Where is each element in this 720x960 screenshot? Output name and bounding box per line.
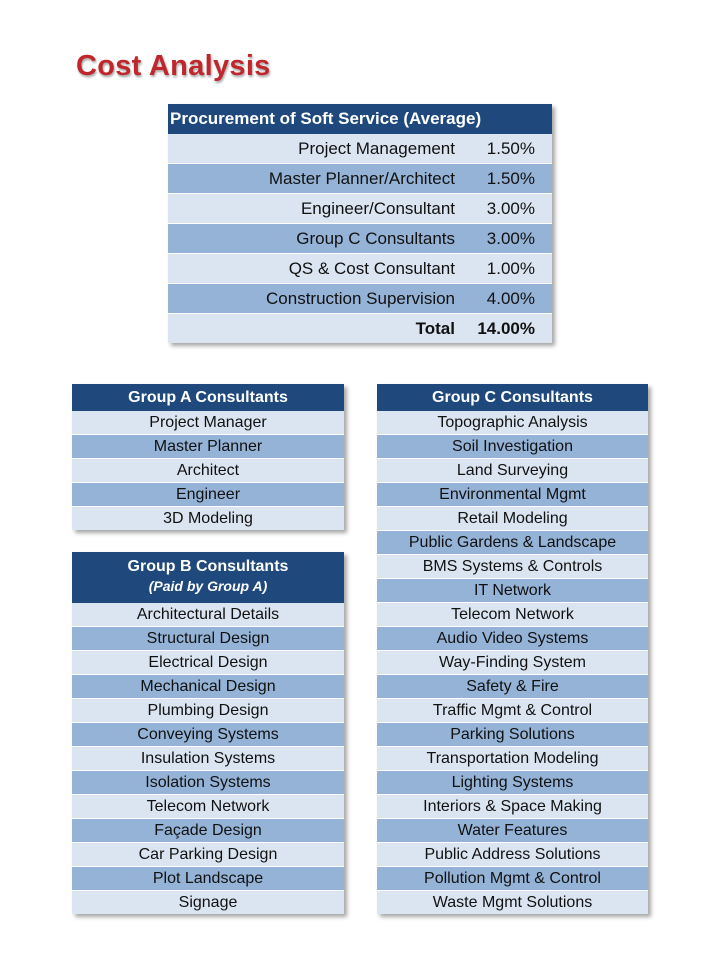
list-item: Architect <box>72 458 344 482</box>
list-item: Structural Design <box>72 626 344 650</box>
procurement-row: Project Management 1.50% <box>168 134 552 163</box>
list-item: Plot Landscape <box>72 866 344 890</box>
list-item: Architectural Details <box>72 603 344 626</box>
row-label: Master Planner/Architect <box>268 168 455 188</box>
procurement-row: Construction Supervision 4.00% <box>168 283 552 313</box>
list-item: BMS Systems & Controls <box>377 554 648 578</box>
list-item: Topographic Analysis <box>377 411 648 434</box>
group-b-title: Group B Consultants <box>127 558 289 575</box>
procurement-row: Engineer/Consultant 3.00% <box>168 193 552 223</box>
row-label: Group C Consultants <box>296 228 455 248</box>
row-label: Construction Supervision <box>266 288 455 308</box>
group-b-table: Group B Consultants (Paid by Group A) Ar… <box>72 552 344 914</box>
list-item: Public Gardens & Landscape <box>377 530 648 554</box>
list-item: Signage <box>72 890 344 914</box>
list-item: Car Parking Design <box>72 842 344 866</box>
group-b-subtitle: (Paid by Group A) <box>148 578 268 594</box>
row-value: 4.00% <box>486 288 535 308</box>
list-item: Master Planner <box>72 434 344 458</box>
list-item: Soil Investigation <box>377 434 648 458</box>
list-item: Retail Modeling <box>377 506 648 530</box>
list-item: Mechanical Design <box>72 674 344 698</box>
procurement-total-row: Total 14.00% <box>168 313 552 343</box>
group-a-table: Group A Consultants Project Manager Maste… <box>72 384 344 530</box>
list-item: Waste Mgmt Solutions <box>377 890 648 914</box>
page-title: Cost Analysis <box>76 50 271 82</box>
procurement-row: QS & Cost Consultant 1.00% <box>168 253 552 283</box>
procurement-row: Group C Consultants 3.00% <box>168 223 552 253</box>
list-item: Telecom Network <box>72 794 344 818</box>
list-item: Electrical Design <box>72 650 344 674</box>
list-item: Project Manager <box>72 411 344 434</box>
list-item: Lighting Systems <box>377 770 648 794</box>
row-label: QS & Cost Consultant <box>288 258 455 278</box>
list-item: Audio Video Systems <box>377 626 648 650</box>
group-c-table: Group C Consultants Topographic Analysis… <box>377 384 648 914</box>
list-item: 3D Modeling <box>72 506 344 530</box>
list-item: Safety & Fire <box>377 674 648 698</box>
list-item: Isolation Systems <box>72 770 344 794</box>
list-item: Water Features <box>377 818 648 842</box>
group-c-header: Group C Consultants <box>377 384 648 411</box>
row-value: 3.00% <box>486 228 535 248</box>
list-item: Public Address Solutions <box>377 842 648 866</box>
list-item: Transportation Modeling <box>377 746 648 770</box>
procurement-table: Procurement of Soft Service (Average) Pr… <box>168 104 552 343</box>
list-item: Engineer <box>72 482 344 506</box>
row-value: 3.00% <box>486 198 535 218</box>
row-label: Engineer/Consultant <box>300 198 455 218</box>
group-b-header: Group B Consultants (Paid by Group A) <box>72 552 344 603</box>
row-label: Project Management <box>298 138 455 158</box>
list-item: Way-Finding System <box>377 650 648 674</box>
row-value: 1.50% <box>486 138 535 158</box>
row-value: 1.50% <box>486 168 535 188</box>
group-a-header: Group A Consultants <box>72 384 344 411</box>
row-value: 1.00% <box>486 258 535 278</box>
list-item: Telecom Network <box>377 602 648 626</box>
list-item: Land Surveying <box>377 458 648 482</box>
list-item: Parking Solutions <box>377 722 648 746</box>
list-item: Plumbing Design <box>72 698 344 722</box>
list-item: Insulation Systems <box>72 746 344 770</box>
list-item: IT Network <box>377 578 648 602</box>
list-item: Environmental Mgmt <box>377 482 648 506</box>
total-label: Total <box>415 318 455 338</box>
list-item: Interiors & Space Making <box>377 794 648 818</box>
list-item: Traffic Mgmt & Control <box>377 698 648 722</box>
procurement-row: Master Planner/Architect 1.50% <box>168 163 552 193</box>
list-item: Pollution Mgmt & Control <box>377 866 648 890</box>
total-value: 14.00% <box>477 318 535 338</box>
list-item: Façade Design <box>72 818 344 842</box>
procurement-header: Procurement of Soft Service (Average) <box>168 104 552 134</box>
list-item: Conveying Systems <box>72 722 344 746</box>
